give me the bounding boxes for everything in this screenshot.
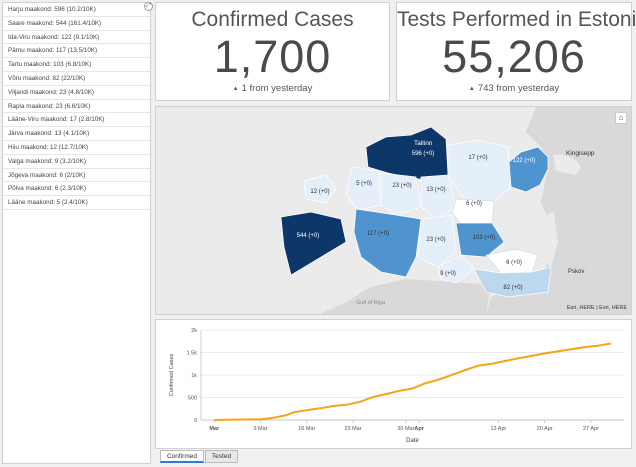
map-label-polva: 6 (+0)	[506, 260, 522, 266]
county-voru[interactable]	[473, 266, 552, 298]
list-item[interactable]: Lääne-Viru maakond: 17 (2.8/10K)	[3, 113, 150, 128]
map-label-tartu: 103 (+0)	[473, 235, 496, 241]
x-tick-label: Mar	[209, 426, 220, 432]
place-pskov: Pskov	[568, 269, 584, 275]
map-label-rapla: 23 (+0)	[392, 183, 411, 189]
x-tick-label: 13 Apr	[490, 426, 506, 432]
y-tick-label: 1.5k	[187, 351, 198, 357]
confirmed-value: 1,700	[213, 31, 332, 82]
map-labels: 596 (+0) 122 (+0) 17 (+0) 12 (+0) 5 (+0) 23 (…	[297, 151, 536, 291]
county-saare[interactable]	[280, 211, 347, 276]
list-item[interactable]: Hiiu maakond: 12 (12.7/10K)	[3, 141, 150, 155]
expand-icon[interactable]: ⤢	[144, 2, 153, 11]
confirmed-change: ▲ 1 from yesterday	[156, 83, 389, 94]
map-label-parnu: 117 (+0)	[367, 231, 389, 237]
confirmed-change-text: 1 from yesterday	[241, 83, 313, 94]
estonia-map[interactable]: 596 (+0) 122 (+0) 17 (+0) 12 (+0) 5 (+0) 23 (…	[155, 106, 632, 315]
region-list: Harju maakond: 596 (10.2/10K) Saare maako…	[3, 3, 150, 210]
russia-land	[486, 107, 631, 314]
list-item[interactable]: Põlva maakond: 6 (2.3/10K)	[3, 182, 150, 197]
tests-title: Tests Performed in Estonia	[397, 8, 636, 31]
place-gulf: Gulf of Riga	[356, 300, 386, 306]
tests-value: 55,206	[442, 31, 586, 82]
tab-confirmed[interactable]: Confirmed	[160, 450, 204, 463]
y-tick-label: 500	[188, 396, 197, 402]
x-tick-label: 30 Mar	[397, 426, 414, 432]
list-item[interactable]: Võru maakond: 82 (22/10K)	[3, 72, 150, 86]
list-item[interactable]: Tartu maakond: 103 (6.8/10K)	[3, 58, 150, 72]
list-item[interactable]: Lääne maakond: 5 (2.4/10K)	[3, 196, 150, 210]
map-label-hiiu: 12 (+0)	[310, 189, 329, 195]
county-ida-viru[interactable]	[507, 146, 549, 193]
y-tick-label: 2k	[191, 328, 197, 334]
county-parnu[interactable]	[353, 208, 422, 278]
list-item[interactable]: Rapla maakond: 23 (6.6/10K)	[3, 100, 150, 114]
list-item[interactable]: Valga maakond: 9 (3.2/10K)	[3, 155, 150, 169]
map-label-voru: 82 (+0)	[503, 285, 522, 291]
county-polva[interactable]	[485, 248, 539, 274]
map-label-harju: 596 (+0)	[412, 151, 435, 157]
y-tick-label: 1k	[191, 373, 197, 379]
tab-tested[interactable]: Tested	[205, 450, 238, 463]
map-canvas[interactable]: 596 (+0) 122 (+0) 17 (+0) 12 (+0) 5 (+0) 23 (…	[156, 107, 632, 315]
region-list-panel: Harju maakond: 596 (10.2/10K) Saare maako…	[2, 2, 153, 464]
confirmed-cases-card: Confirmed Cases 1,700 ▲ 1 from yesterday	[155, 2, 390, 101]
home-icon[interactable]: ⌂	[615, 112, 627, 124]
x-axis-label: Date	[406, 438, 419, 444]
list-item[interactable]: Harju maakond: 596 (10.2/10K)	[3, 3, 150, 17]
confirmed-cases-chart[interactable]: 0 500 1k 1.5k 2k Mar 9 Mar 16 Mar 23 Mar 30 Mar Ap…	[156, 320, 633, 450]
list-item[interactable]: Pärnu maakond: 117 (13.5/10K)	[3, 44, 150, 59]
up-triangle-icon: ▲	[232, 86, 239, 92]
list-item[interactable]: Viljandi maakond: 23 (4.8/10K)	[3, 86, 150, 100]
x-tick-label: 16 Mar	[298, 426, 315, 432]
series-line-confirmed[interactable]	[214, 342, 611, 421]
map-label-viljandi: 23 (+0)	[426, 237, 445, 243]
lake-narva	[553, 154, 581, 175]
map-label-laane_viru: 17 (+0)	[468, 155, 487, 161]
county-jarva[interactable]	[420, 174, 457, 220]
county-viljandi[interactable]	[417, 214, 457, 268]
place-tallinn: Tallinn	[414, 140, 433, 147]
place-kingisepp: Kingisepp	[566, 150, 595, 157]
list-item[interactable]: Saare maakond: 544 (161.4/10K)	[3, 17, 150, 31]
county-tartu[interactable]	[455, 222, 505, 258]
list-item[interactable]: Ida-Viru maakond: 122 (9.1/10K)	[3, 31, 150, 45]
y-tick-label: 0	[194, 418, 197, 424]
map-label-ida_viru: 122 (+0)	[513, 158, 536, 164]
map-attribution: Esri, HERE | Esri, HERE	[566, 305, 627, 311]
tests-performed-card: Tests Performed in Estonia 55,206 ▲ 743 f…	[396, 2, 636, 101]
lake-peipus	[536, 212, 558, 267]
up-triangle-icon: ▲	[468, 86, 475, 92]
x-tick-label: 27 Apr	[583, 426, 599, 432]
county-valga[interactable]	[437, 254, 475, 284]
county-hiiu[interactable]	[303, 174, 337, 204]
map-places: Tallinn Kingisepp Pskov Gulf of Riga	[356, 140, 595, 306]
confirmed-title: Confirmed Cases	[191, 8, 354, 31]
x-tick-label: 9 Mar	[253, 426, 267, 432]
list-item[interactable]: Jõgeva maakond: 6 (2/10K)	[3, 169, 150, 183]
x-tick-label: Apr	[414, 426, 424, 432]
county-rapla[interactable]	[380, 172, 422, 216]
county-laane-viru[interactable]	[447, 139, 512, 202]
y-axis-label: Confirmed Cases	[169, 354, 175, 397]
map-label-laane: 5 (+0)	[356, 181, 372, 187]
x-tick-label: 23 Mar	[344, 426, 361, 432]
chart-card: 0 500 1k 1.5k 2k Mar 9 Mar 16 Mar 23 Mar 30 Mar Ap…	[155, 319, 632, 449]
x-tick-label: 20 Apr	[537, 426, 553, 432]
map-label-jarva: 13 (+0)	[426, 187, 445, 193]
county-laane[interactable]	[345, 166, 382, 211]
tests-change-text: 743 from yesterday	[477, 83, 560, 94]
map-label-saare: 544 (+0)	[297, 233, 320, 239]
list-item[interactable]: Järva maakond: 13 (4.1/10K)	[3, 127, 150, 141]
map-label-jogeva: 6 (+0)	[466, 201, 482, 207]
tests-change: ▲ 743 from yesterday	[397, 83, 631, 94]
map-label-valga: 9 (+0)	[440, 271, 456, 277]
latvia-land	[320, 279, 491, 314]
